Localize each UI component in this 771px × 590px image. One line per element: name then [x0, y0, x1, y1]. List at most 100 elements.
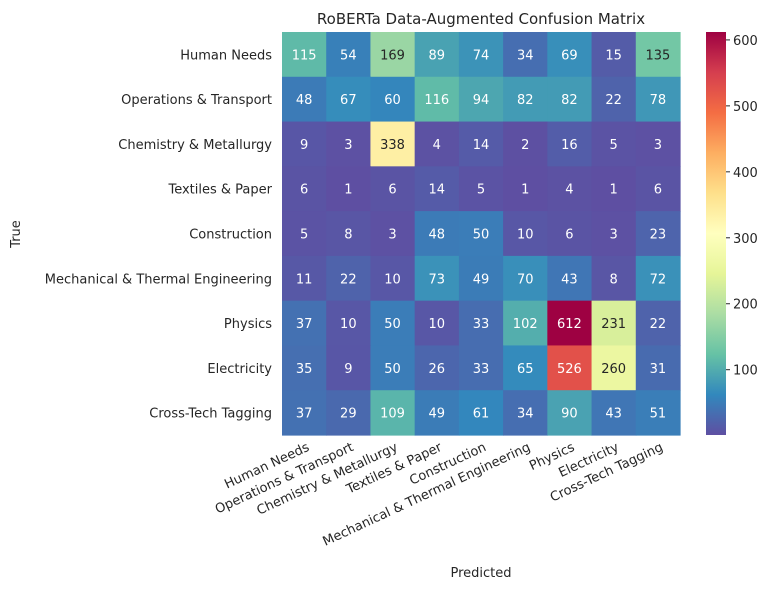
cell-value-label: 31 — [650, 362, 667, 377]
heatmap-cell — [591, 300, 637, 347]
cell-value-label: 3 — [388, 228, 396, 243]
cell-value-label: 50 — [384, 317, 401, 332]
cell-value-label: 1 — [344, 183, 352, 198]
cell-value-label: 22 — [605, 93, 622, 108]
cell-value-label: 116 — [424, 93, 449, 108]
heatmap-cell — [635, 166, 681, 212]
heatmap-cell — [503, 300, 548, 347]
cell-value-label: 72 — [650, 272, 667, 287]
cell-value-label: 1 — [521, 183, 529, 198]
colorbar-tick-label: 300 — [733, 232, 758, 247]
cell-value-label: 70 — [517, 272, 534, 287]
y-tick-label: Chemistry & Metallurgy — [118, 138, 272, 153]
heatmap-cell — [370, 32, 416, 78]
cell-value-label: 60 — [384, 93, 401, 108]
cell-value-label: 3 — [610, 228, 618, 243]
cell-value-label: 109 — [380, 407, 405, 422]
y-tick-labels: Human Needs Operations & Transport Chemist… — [45, 48, 273, 421]
cell-value-label: 10 — [429, 317, 446, 332]
heatmap-cell — [282, 255, 327, 302]
cell-value-label: 43 — [605, 407, 622, 422]
cell-value-label: 6 — [565, 228, 573, 243]
cell-value-label: 37 — [296, 407, 313, 422]
cell-value-label: 29 — [340, 407, 357, 422]
cell-value-label: 37 — [296, 317, 313, 332]
heatmap-cell — [282, 121, 327, 167]
heatmap-cell — [370, 121, 416, 167]
heatmap-cell — [458, 166, 504, 212]
heatmap-cell — [503, 345, 548, 391]
cell-value-label: 54 — [340, 48, 357, 63]
cell-value-label: 61 — [473, 407, 490, 422]
cell-value-label: 5 — [300, 228, 308, 243]
cell-value-label: 35 — [296, 362, 313, 377]
cell-value-label: 5 — [610, 138, 618, 153]
cell-value-label: 8 — [610, 272, 618, 287]
cell-value-label: 82 — [561, 93, 578, 108]
cell-value-label: 16 — [561, 138, 578, 153]
cell-value-label: 3 — [344, 138, 352, 153]
cell-value-label: 48 — [296, 93, 313, 108]
heatmap-cell — [414, 211, 460, 257]
heatmap-cell — [547, 255, 593, 302]
heatmap-cell — [503, 32, 548, 78]
heatmap-cell — [458, 211, 504, 257]
heatmap-cell — [458, 76, 504, 123]
cell-value-label: 612 — [557, 317, 582, 332]
cell-value-label: 26 — [429, 362, 446, 377]
heatmap-cell — [591, 345, 637, 391]
heatmap-cell — [370, 166, 416, 212]
cell-value-label: 169 — [380, 48, 405, 63]
heatmap-cell — [414, 76, 460, 123]
heatmap-cell — [414, 300, 460, 347]
heatmap-cell — [282, 166, 327, 212]
heatmap-cell — [635, 345, 681, 391]
heatmap-cell — [282, 32, 327, 78]
heatmap-cell — [547, 390, 593, 436]
heatmap-cell — [635, 211, 681, 257]
heatmap-cell — [503, 166, 548, 212]
y-tick-label: Human Needs — [180, 48, 272, 63]
colorbar-tick-label: 500 — [733, 100, 758, 115]
heatmap-cell — [591, 166, 637, 212]
cell-value-label: 49 — [429, 407, 446, 422]
heatmap-cell — [503, 211, 548, 257]
cell-value-label: 6 — [300, 183, 308, 198]
heatmap-cell — [414, 166, 460, 212]
cell-value-label: 50 — [384, 362, 401, 377]
heatmap-cell — [591, 390, 637, 436]
cell-value-label: 90 — [561, 407, 578, 422]
cell-value-label: 22 — [650, 317, 667, 332]
heatmap-cell — [414, 345, 460, 391]
heatmap-cell — [326, 32, 372, 78]
heatmap-cell — [414, 255, 460, 302]
cell-value-label: 48 — [429, 228, 446, 243]
heatmap-cell — [326, 390, 372, 436]
heatmap-cell — [326, 211, 372, 257]
heatmap-cell — [458, 121, 504, 167]
colorbar-tick-label: 200 — [733, 298, 758, 313]
y-tick-label: Mechanical & Thermal Engineering — [45, 272, 272, 287]
cell-value-label: 49 — [473, 272, 490, 287]
y-tick-label: Construction — [189, 228, 272, 243]
heatmap-cell — [414, 390, 460, 436]
cell-value-label: 14 — [473, 138, 490, 153]
cell-value-label: 33 — [473, 362, 490, 377]
cell-value-label: 338 — [380, 138, 405, 153]
cell-value-label: 9 — [344, 362, 352, 377]
heatmap-cell — [547, 300, 593, 347]
y-tick-label: Cross-Tech Tagging — [149, 407, 272, 422]
cell-value-label: 43 — [561, 272, 578, 287]
heatmap-cell — [326, 300, 372, 347]
heatmap-cell — [370, 345, 416, 391]
heatmap-cell — [326, 255, 372, 302]
heatmap-cell — [547, 32, 593, 78]
heatmap-cell — [414, 121, 460, 167]
y-tick-label: Electricity — [207, 362, 272, 377]
cell-value-label: 6 — [388, 183, 396, 198]
heatmap-cell — [635, 76, 681, 123]
